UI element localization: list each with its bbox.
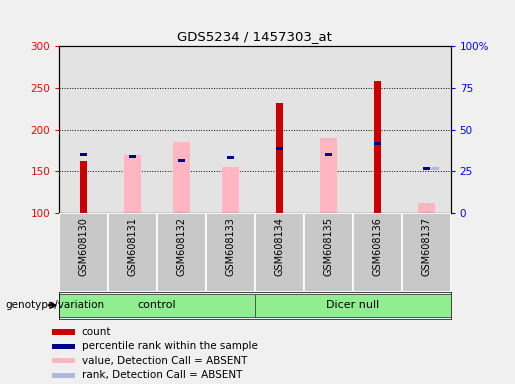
Bar [129, 155, 136, 158]
Text: GSM608132: GSM608132 [177, 217, 186, 276]
Bar [255, 46, 304, 213]
Bar [206, 46, 255, 213]
Text: GSM608136: GSM608136 [372, 217, 382, 276]
Bar [52, 344, 75, 349]
Text: GSM608133: GSM608133 [226, 217, 235, 276]
Bar [320, 138, 337, 213]
Text: percentile rank within the sample: percentile rank within the sample [82, 341, 258, 351]
Bar [124, 155, 141, 213]
Bar [80, 153, 87, 156]
Bar [304, 46, 353, 213]
Bar [108, 213, 157, 292]
Bar [59, 294, 255, 316]
Bar [206, 213, 255, 292]
Bar [418, 203, 435, 213]
Bar [173, 142, 190, 213]
Bar [80, 161, 88, 213]
Title: GDS5234 / 1457303_at: GDS5234 / 1457303_at [178, 30, 332, 43]
Bar [222, 167, 239, 213]
Bar [59, 213, 108, 292]
Bar [374, 142, 381, 145]
Bar [423, 167, 430, 170]
Bar [402, 46, 451, 213]
Bar [255, 294, 451, 316]
Text: GSM608137: GSM608137 [421, 217, 431, 276]
Bar [353, 46, 402, 213]
Bar [157, 213, 206, 292]
Bar [276, 147, 283, 150]
Bar [52, 358, 75, 363]
Bar [402, 213, 451, 292]
Text: GSM608131: GSM608131 [128, 217, 138, 276]
Text: Dicer null: Dicer null [326, 300, 380, 310]
Bar [52, 372, 75, 378]
Bar [157, 46, 206, 213]
Text: GSM608135: GSM608135 [323, 217, 333, 276]
Text: GSM608130: GSM608130 [79, 217, 89, 276]
Text: value, Detection Call = ABSENT: value, Detection Call = ABSENT [82, 356, 247, 366]
Bar [304, 213, 353, 292]
Bar [108, 46, 157, 213]
Bar [255, 213, 304, 292]
Bar [373, 81, 381, 213]
Bar [59, 46, 108, 213]
Bar [276, 103, 283, 213]
Bar [227, 156, 234, 159]
Bar [178, 159, 185, 162]
Bar [325, 153, 332, 156]
Bar [353, 213, 402, 292]
Text: count: count [82, 327, 111, 337]
Text: control: control [138, 300, 176, 310]
Text: genotype/variation: genotype/variation [5, 300, 104, 310]
Text: rank, Detection Call = ABSENT: rank, Detection Call = ABSENT [82, 370, 242, 380]
Bar [52, 329, 75, 334]
Bar [431, 167, 439, 170]
Text: GSM608134: GSM608134 [274, 217, 284, 276]
